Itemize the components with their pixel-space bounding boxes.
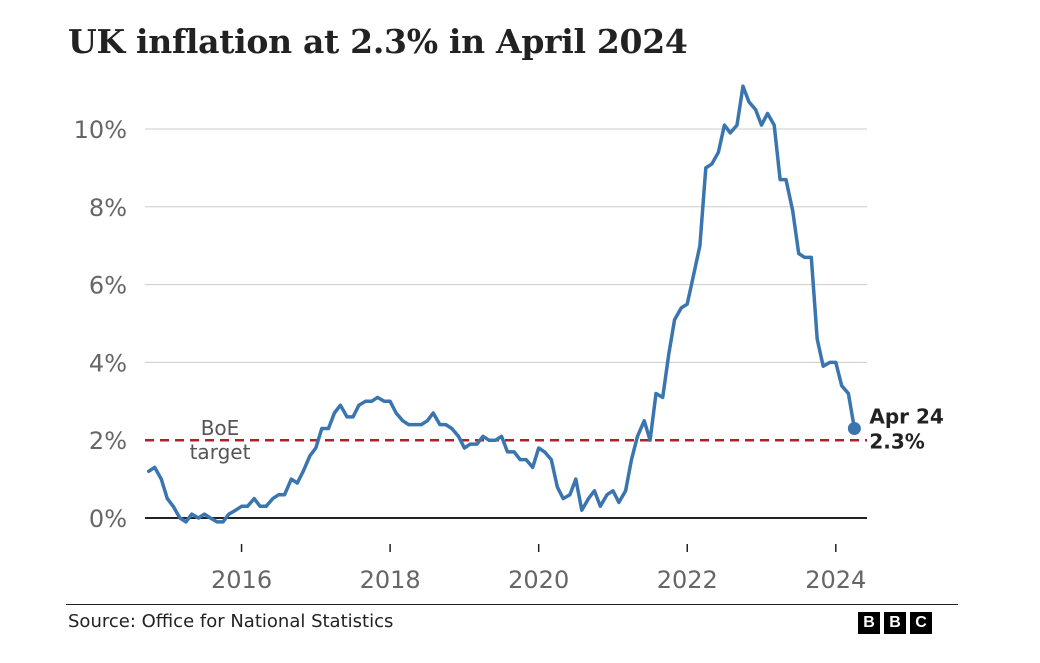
y-tick-label: 8%	[89, 194, 127, 222]
target-label: target	[190, 440, 251, 464]
end-annotation: Apr 242.3%	[847, 405, 944, 454]
series-layer	[146, 84, 857, 524]
x-tick-label: 2022	[657, 566, 718, 594]
y-tick-label: 0%	[89, 505, 127, 533]
chart-title: UK inflation at 2.3% in April 2024	[68, 22, 688, 61]
bbc-logo-block: B	[884, 612, 906, 634]
y-tick-label: 4%	[89, 349, 127, 377]
y-tick-label: 10%	[74, 116, 127, 144]
bbc-logo-block: C	[910, 612, 932, 634]
end-point-label: Apr 24	[869, 405, 943, 429]
footer-divider	[66, 604, 958, 605]
y-tick-label: 2%	[89, 427, 127, 455]
x-tick-labels: 2016 2018 2020 2022 2024	[211, 544, 866, 594]
x-tick-label: 2016	[211, 566, 272, 594]
grid-lines	[145, 128, 867, 519]
y-tick-labels: 0% 2% 4% 6% 8% 10%	[74, 116, 127, 533]
x-tick-label: 2020	[508, 566, 569, 594]
inflation-series-line	[146, 84, 857, 524]
bbc-logo-block: B	[858, 612, 880, 634]
inflation-line-chart: 0% 2% 4% 6% 8% 10% 2016 2018 2020 2022 2024 BoEta…	[74, 84, 944, 594]
bbc-logo: B B C	[858, 612, 932, 634]
end-point-marker	[847, 422, 861, 436]
end-point-label: 2.3%	[869, 430, 924, 454]
source-note: Source: Office for National Statistics	[68, 611, 394, 632]
x-tick-label: 2018	[360, 566, 421, 594]
x-tick-label: 2024	[805, 566, 866, 594]
y-tick-label: 6%	[89, 272, 127, 300]
target-label: BoE	[201, 416, 240, 440]
